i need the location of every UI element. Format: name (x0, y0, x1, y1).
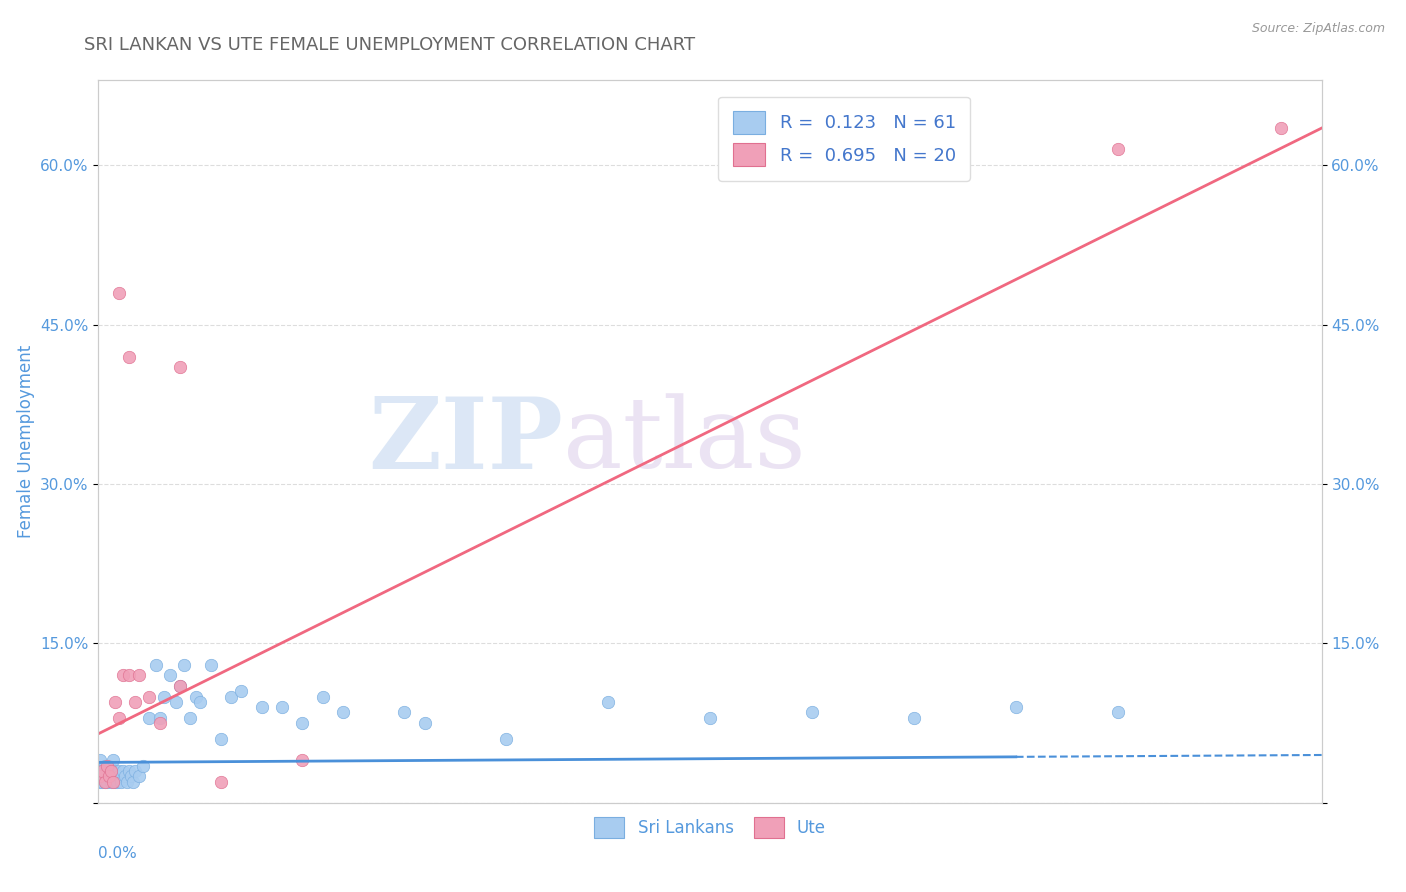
Y-axis label: Female Unemployment: Female Unemployment (17, 345, 35, 538)
Point (1270, 121, 1292, 136)
Point (111, 764, 134, 778)
Text: 0.0%: 0.0% (98, 847, 138, 861)
Point (111, 668, 134, 682)
Point (138, 711, 160, 725)
Point (200, 657, 222, 672)
Point (93, 774, 115, 789)
Point (209, 774, 232, 789)
Point (169, 679, 191, 693)
Point (93, 758, 115, 772)
Point (101, 753, 124, 767)
Point (219, 690, 242, 704)
Point (118, 350, 141, 364)
Point (173, 657, 195, 672)
Point (91, 764, 114, 778)
Point (169, 360, 191, 375)
Point (312, 690, 335, 704)
Point (179, 711, 201, 725)
Point (91, 774, 114, 789)
Point (100, 764, 122, 778)
Point (114, 769, 136, 783)
Point (104, 774, 127, 789)
Point (104, 764, 127, 778)
Point (91, 764, 114, 778)
Text: ZIP: ZIP (368, 393, 564, 490)
Point (413, 716, 436, 731)
Point (101, 769, 124, 783)
Point (132, 758, 155, 772)
Point (93, 774, 115, 789)
Point (120, 769, 142, 783)
Point (89, 769, 111, 783)
Point (104, 695, 127, 709)
Point (128, 668, 150, 682)
Point (96, 758, 118, 772)
Point (270, 700, 294, 714)
Point (1107, 706, 1129, 720)
Point (118, 668, 141, 682)
Point (105, 769, 128, 783)
Point (97, 769, 120, 783)
Point (89, 774, 111, 789)
Point (209, 732, 232, 747)
Point (110, 774, 132, 789)
Point (291, 716, 314, 731)
Point (97, 758, 120, 772)
Point (159, 668, 181, 682)
Point (392, 706, 416, 720)
Text: Source: ZipAtlas.com: Source: ZipAtlas.com (1251, 22, 1385, 36)
Point (108, 769, 131, 783)
Point (118, 764, 141, 778)
Text: atlas: atlas (564, 393, 806, 490)
Point (149, 711, 172, 725)
Point (165, 695, 187, 709)
Text: SRI LANKAN VS UTE FEMALE UNEMPLOYMENT CORRELATION CHART: SRI LANKAN VS UTE FEMALE UNEMPLOYMENT CO… (84, 36, 696, 54)
Point (108, 711, 131, 725)
Point (598, 695, 620, 709)
Point (291, 753, 314, 767)
Point (149, 716, 172, 731)
Point (495, 732, 517, 747)
Point (105, 774, 128, 789)
Point (128, 769, 150, 783)
Point (101, 774, 124, 789)
Point (1004, 700, 1026, 714)
Point (169, 679, 191, 693)
Point (186, 690, 208, 704)
Point (100, 764, 122, 778)
Point (100, 774, 122, 789)
Point (124, 764, 146, 778)
Point (96, 764, 118, 778)
Point (152, 690, 174, 704)
Point (124, 695, 146, 709)
Point (89, 764, 111, 778)
Point (96, 774, 118, 789)
Point (138, 690, 160, 704)
Point (108, 764, 131, 778)
Point (801, 706, 824, 720)
Point (903, 711, 925, 725)
Point (115, 774, 138, 789)
Legend: Sri Lankans, Ute: Sri Lankans, Ute (588, 810, 832, 845)
Point (122, 774, 145, 789)
Point (231, 684, 253, 698)
Point (89, 753, 111, 767)
Point (1107, 142, 1129, 156)
Point (188, 695, 212, 709)
Point (699, 711, 721, 725)
Point (108, 285, 131, 300)
Point (145, 657, 167, 672)
Point (91, 769, 114, 783)
Point (250, 700, 273, 714)
Point (332, 706, 354, 720)
Point (97, 769, 120, 783)
